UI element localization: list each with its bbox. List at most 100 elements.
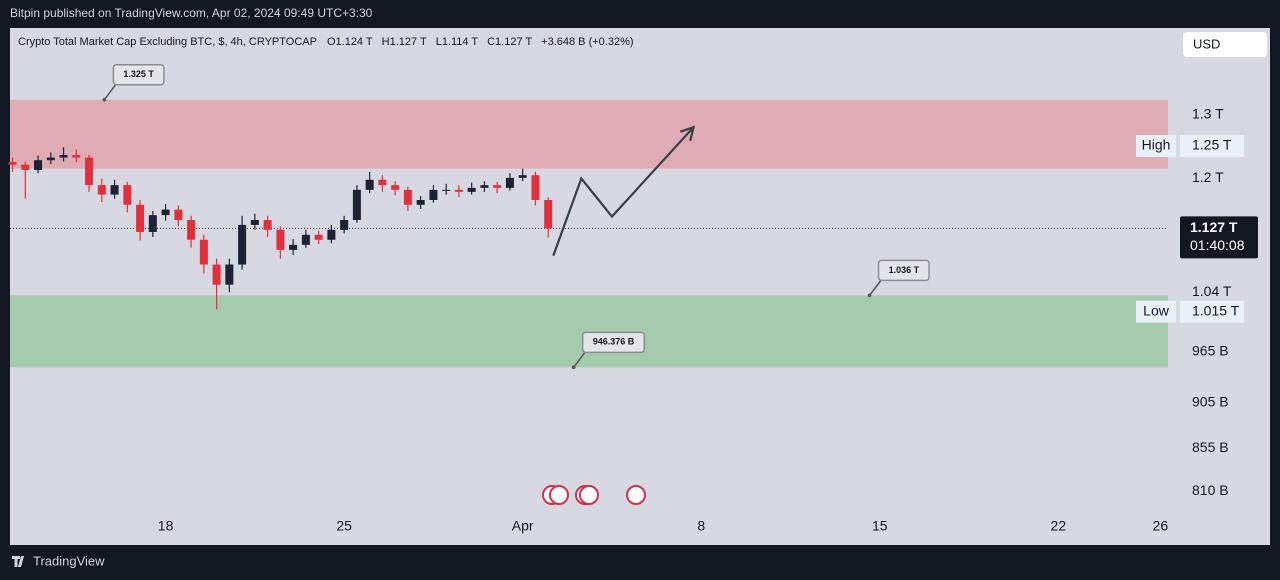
callout-pointer bbox=[868, 278, 883, 296]
candle-body bbox=[110, 185, 119, 195]
candle-body bbox=[352, 189, 361, 220]
candle-body bbox=[46, 157, 55, 161]
projection-arrowhead bbox=[679, 125, 696, 142]
x-tick-label: 25 bbox=[336, 518, 352, 534]
candle-body bbox=[314, 234, 323, 240]
candle-body bbox=[34, 160, 43, 170]
y-tick-label: 1.04 T bbox=[1192, 283, 1232, 299]
candle-body bbox=[289, 244, 298, 250]
event-icon[interactable] bbox=[549, 485, 569, 505]
x-tick-label: Apr bbox=[512, 518, 534, 534]
candle-body bbox=[403, 189, 412, 205]
logo-mark bbox=[12, 556, 24, 567]
candle-body bbox=[391, 185, 400, 190]
candle-body bbox=[531, 175, 540, 201]
candle-body bbox=[85, 157, 94, 186]
candle-body bbox=[340, 219, 349, 230]
callout: 1.036 T bbox=[867, 259, 930, 298]
candle-body bbox=[416, 200, 425, 205]
callout-anchor bbox=[102, 97, 107, 102]
y-tick-label: 810 B bbox=[1192, 482, 1229, 498]
candle-body bbox=[518, 175, 527, 178]
currency-button[interactable] bbox=[1183, 32, 1267, 57]
callout-label: 1.036 T bbox=[889, 265, 920, 275]
legend-value: L1.114 T bbox=[436, 36, 479, 48]
y-tick-label: 1.2 T bbox=[1192, 169, 1224, 185]
legend-value: H1.127 T bbox=[382, 36, 427, 48]
candle-body bbox=[301, 234, 310, 245]
candle-body bbox=[442, 189, 451, 191]
level-value-box bbox=[1180, 300, 1244, 323]
candle-body bbox=[480, 185, 489, 188]
level-value: 1.015 T bbox=[1192, 302, 1240, 318]
candle-body bbox=[21, 164, 30, 170]
candle-body bbox=[467, 187, 476, 192]
event-icons bbox=[542, 485, 646, 505]
x-tick-label: 15 bbox=[872, 518, 888, 534]
legend-value: C1.127 T bbox=[487, 36, 532, 48]
candle-body bbox=[199, 239, 208, 265]
current-price-label: 1.127 T bbox=[1190, 219, 1238, 235]
level-value: 1.25 T bbox=[1192, 137, 1232, 153]
callout: 946.376 B bbox=[571, 331, 645, 370]
candle-body bbox=[378, 179, 387, 186]
level-name: Low bbox=[1143, 302, 1170, 318]
x-tick-label: 22 bbox=[1051, 518, 1067, 534]
candle-body bbox=[544, 200, 553, 229]
y-tick-label: 1.3 T bbox=[1192, 106, 1224, 122]
y-tick-label: 905 B bbox=[1192, 394, 1229, 410]
callout-anchor bbox=[571, 365, 576, 370]
candle-body bbox=[59, 154, 68, 158]
candle-body bbox=[493, 185, 502, 188]
projection-path bbox=[552, 126, 695, 257]
candle-body bbox=[454, 189, 463, 192]
countdown: 01:40:08 bbox=[1190, 237, 1245, 253]
candle-body bbox=[263, 219, 272, 230]
y-tick-label: 855 B bbox=[1192, 439, 1229, 455]
callout-box bbox=[581, 331, 645, 354]
candle-body bbox=[97, 185, 106, 195]
candle-body bbox=[161, 209, 170, 216]
candle-body bbox=[212, 264, 221, 285]
x-tick-label: 26 bbox=[1153, 518, 1169, 534]
callout-label: 1.325 T bbox=[123, 69, 154, 79]
callout-pointer bbox=[103, 83, 117, 101]
candle-body bbox=[187, 219, 196, 240]
level-name: High bbox=[1142, 137, 1171, 153]
footer-brand: TradingView bbox=[33, 553, 105, 568]
plot: 1.325 T 1.036 T 946.376 B bbox=[8, 63, 1168, 370]
current-price-box bbox=[1180, 216, 1258, 259]
currency-label[interactable]: USD bbox=[1193, 36, 1220, 51]
x-tick-label: 8 bbox=[697, 518, 705, 534]
event-icon[interactable] bbox=[626, 485, 646, 505]
zone bbox=[10, 295, 1168, 368]
candle-body bbox=[174, 209, 183, 220]
candle-body bbox=[365, 179, 374, 190]
y-tick-label: 965 B bbox=[1192, 343, 1229, 359]
callout-pointer bbox=[573, 350, 587, 368]
callout-box bbox=[112, 63, 165, 86]
legend-value: O1.124 T bbox=[327, 36, 373, 48]
zone bbox=[10, 99, 1168, 169]
level-value-box bbox=[1180, 135, 1244, 158]
candle-body bbox=[8, 162, 17, 165]
callout-box bbox=[877, 259, 930, 282]
candle-body bbox=[250, 219, 259, 225]
candle-body bbox=[225, 264, 234, 285]
candle-body bbox=[148, 215, 157, 232]
candle-body bbox=[123, 185, 132, 205]
level-name-box bbox=[1136, 300, 1176, 323]
event-icon[interactable] bbox=[579, 485, 599, 505]
legend-value: +3.648 B (+0.32%) bbox=[541, 36, 633, 48]
callout-label: 946.376 B bbox=[593, 337, 635, 347]
callout: 1.325 T bbox=[102, 63, 165, 102]
candle-body bbox=[276, 229, 285, 250]
candle-body bbox=[72, 154, 81, 158]
candle-body bbox=[327, 229, 336, 240]
chart-title: Crypto Total Market Cap Excluding BTC, $… bbox=[18, 36, 317, 48]
publisher: Bitpin published on TradingView.com, Apr… bbox=[10, 6, 373, 20]
callout-anchor bbox=[867, 293, 872, 298]
candle-body bbox=[136, 204, 145, 232]
